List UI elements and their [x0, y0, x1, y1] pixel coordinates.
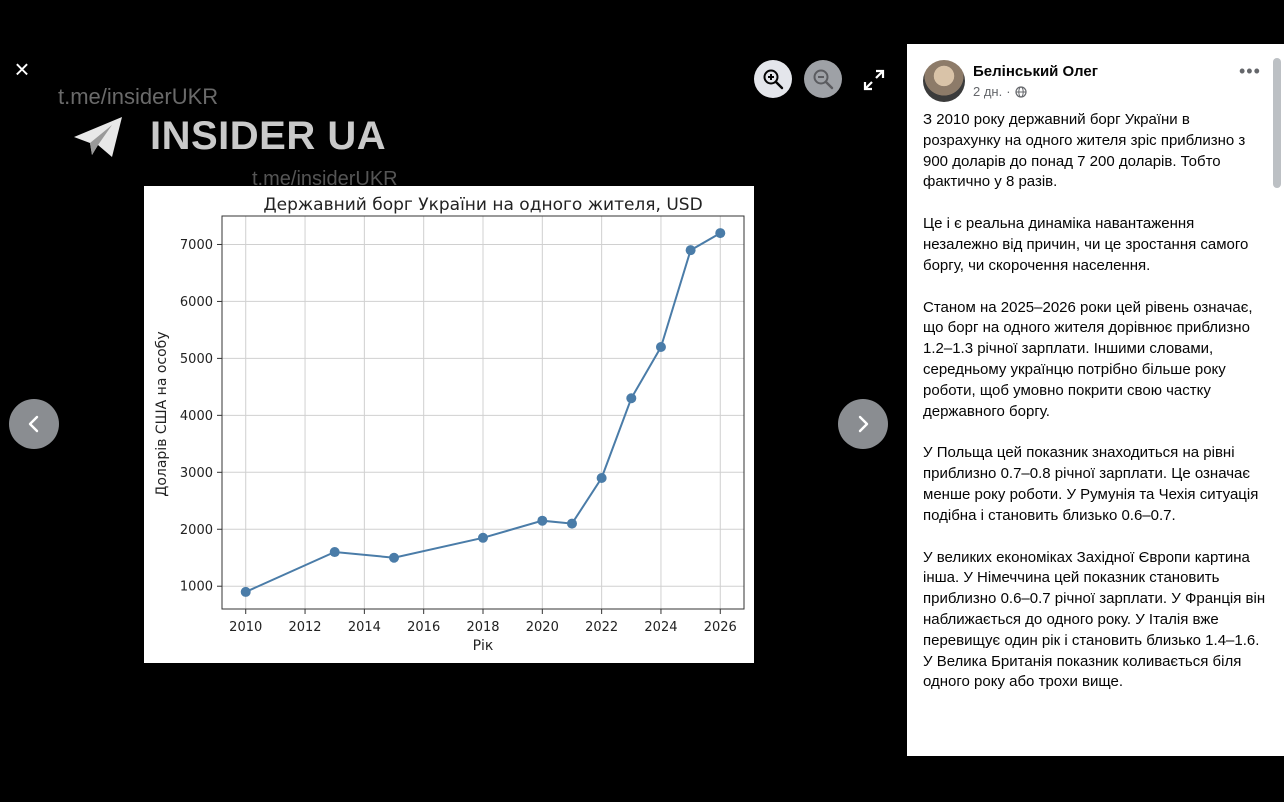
x-tick-label: 2012 — [288, 620, 321, 635]
y-axis-label: Доларів США на особу — [154, 331, 170, 496]
close-button[interactable]: × — [14, 54, 30, 84]
x-tick-label: 2018 — [466, 620, 499, 635]
line-chart: 2010 2012 2014 2016 2018 2020 2022 2024 2026 1000… — [154, 195, 745, 654]
post-time[interactable]: 2 дн. — [973, 84, 1003, 99]
post-meta: 2 дн. · — [973, 84, 1027, 99]
data-point — [566, 518, 577, 529]
post-paragraph: У великих економіках Західної Європи кар… — [923, 548, 1266, 691]
scrollbar[interactable] — [1273, 58, 1281, 188]
zoom-in-icon — [763, 69, 784, 90]
y-tick-label: 3000 — [180, 466, 213, 481]
watermark-logo: INSIDER UA — [72, 114, 386, 159]
data-point — [537, 515, 548, 526]
chevron-left-icon — [28, 415, 39, 433]
avatar[interactable] — [923, 60, 965, 102]
post-text: З 2010 року державний борг України в роз… — [923, 110, 1267, 714]
chart-title: Державний борг України на одного жителя,… — [263, 195, 702, 215]
y-tick-label: 7000 — [180, 238, 213, 253]
data-point — [389, 552, 400, 563]
data-point — [715, 228, 726, 239]
data-point — [685, 245, 696, 256]
chart-image: 2010 2012 2014 2016 2018 2020 2022 2024 2026 1000… — [144, 186, 754, 663]
post-paragraph: З 2010 року державний борг України в роз… — [923, 111, 1246, 191]
x-axis-label: Рік — [473, 638, 494, 654]
x-tick-label: 2022 — [585, 620, 618, 635]
data-point — [626, 393, 637, 404]
y-tick-label: 1000 — [180, 580, 213, 595]
data-point — [240, 586, 251, 597]
x-tick-label: 2026 — [704, 620, 737, 635]
x-tick-label: 2016 — [407, 620, 440, 635]
post-paragraph: У Польща цей показник знаходиться на рів… — [923, 444, 1259, 524]
watermark-url-bottom: t.me/insiderUKR — [252, 168, 398, 190]
fullscreen-icon — [863, 69, 885, 91]
telegram-icon — [74, 116, 122, 157]
zoom-out-button[interactable] — [804, 60, 842, 98]
data-point — [478, 532, 488, 543]
data-point — [596, 473, 607, 483]
x-tick-label: 2010 — [229, 620, 262, 635]
x-tick-label: 2014 — [348, 620, 381, 635]
zoom-in-button[interactable] — [754, 60, 792, 98]
x-tick-label: 2020 — [526, 620, 559, 635]
post-panel: Белінський Олег 2 дн. · ••• З 2010 року … — [907, 44, 1284, 756]
meta-separator: · — [1006, 84, 1011, 99]
fullscreen-button[interactable] — [860, 66, 888, 94]
y-tick-label: 6000 — [180, 295, 213, 310]
post-author[interactable]: Белінський Олег — [973, 63, 1098, 80]
previous-image-button[interactable] — [9, 399, 59, 449]
post-paragraph: Це і є реальна динаміка навантаження нез… — [923, 215, 1249, 274]
next-image-button[interactable] — [838, 399, 888, 449]
data-point — [655, 342, 666, 352]
watermark-logo-text: INSIDER UA — [150, 114, 387, 158]
x-tick-label: 2024 — [644, 620, 677, 635]
chevron-right-icon — [858, 415, 869, 433]
globe-icon — [1014, 85, 1027, 98]
post-paragraph: Станом на 2025–2026 роки цей рівень озна… — [923, 298, 1253, 420]
data-point — [329, 547, 340, 558]
watermark-url-top: t.me/insiderUKR — [58, 84, 219, 109]
more-options-button[interactable]: ••• — [1239, 61, 1261, 81]
y-tick-label: 5000 — [180, 352, 213, 367]
y-tick-label: 2000 — [180, 523, 213, 538]
y-tick-label: 4000 — [180, 409, 213, 424]
zoom-out-icon — [813, 69, 834, 90]
